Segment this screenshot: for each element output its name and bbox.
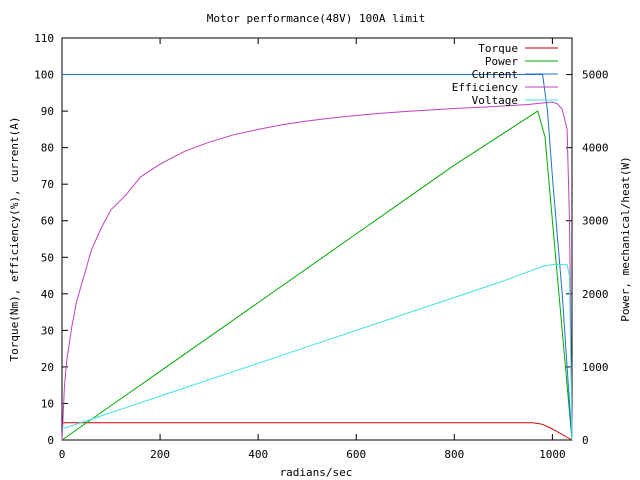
series-line-current [62, 74, 573, 441]
legend-label-current: Current [472, 68, 518, 81]
series-line-power [61, 110, 573, 441]
y-tick-label: 80 [41, 142, 54, 155]
series-line-efficiency [61, 101, 573, 441]
y-axis-label: Torque(Nm), efficiency(%), current(A) [8, 116, 21, 361]
y2-tick-label: 5000 [582, 69, 609, 82]
y-tick-label: 10 [41, 397, 54, 410]
tick-layer: 0 200 400 600 800 1000 0 10 20 30 40 50 60 70 80 90 100 1… [34, 32, 608, 461]
x-tick-label: 400 [248, 448, 268, 461]
x-tick-label: 200 [150, 448, 170, 461]
series-layer [61, 74, 573, 441]
series-line-torque [62, 422, 573, 441]
x-tick-label: 600 [346, 448, 366, 461]
y2-tick-label: 1000 [582, 361, 609, 374]
x-axis-label: radians/sec [280, 466, 353, 479]
y2-tick-label: 0 [582, 434, 589, 447]
legend-label-power: Power [485, 55, 518, 68]
y-tick-label: 40 [41, 288, 54, 301]
chart-title: Motor performance(48V) 100A limit [207, 12, 426, 25]
legend-label-efficiency: Efficiency [452, 81, 519, 94]
y2-tick-label: 3000 [582, 215, 609, 228]
series-line-voltage [61, 264, 573, 441]
legend-label-torque: Torque [478, 42, 518, 55]
y-tick-label: 0 [47, 434, 54, 447]
y-tick-label: 100 [34, 69, 54, 82]
y-tick-label: 20 [41, 361, 54, 374]
y-tick-label: 30 [41, 324, 54, 337]
x-tick-label: 800 [444, 448, 464, 461]
y2-tick-label: 2000 [582, 288, 609, 301]
y-tick-label: 110 [34, 32, 54, 45]
y-tick-label: 70 [41, 178, 54, 191]
x-tick-label: 1000 [539, 448, 566, 461]
y-tick-label: 60 [41, 215, 54, 228]
x-tick-label: 0 [59, 448, 66, 461]
y2-tick-label: 4000 [582, 142, 609, 155]
plot-area-border [61, 37, 573, 441]
y2-axis-label: Power, mechanical/heat(W) [619, 156, 632, 322]
y-tick-label: 90 [41, 105, 54, 118]
legend-label-voltage: Voltage [472, 94, 518, 107]
y-tick-label: 50 [41, 251, 54, 264]
